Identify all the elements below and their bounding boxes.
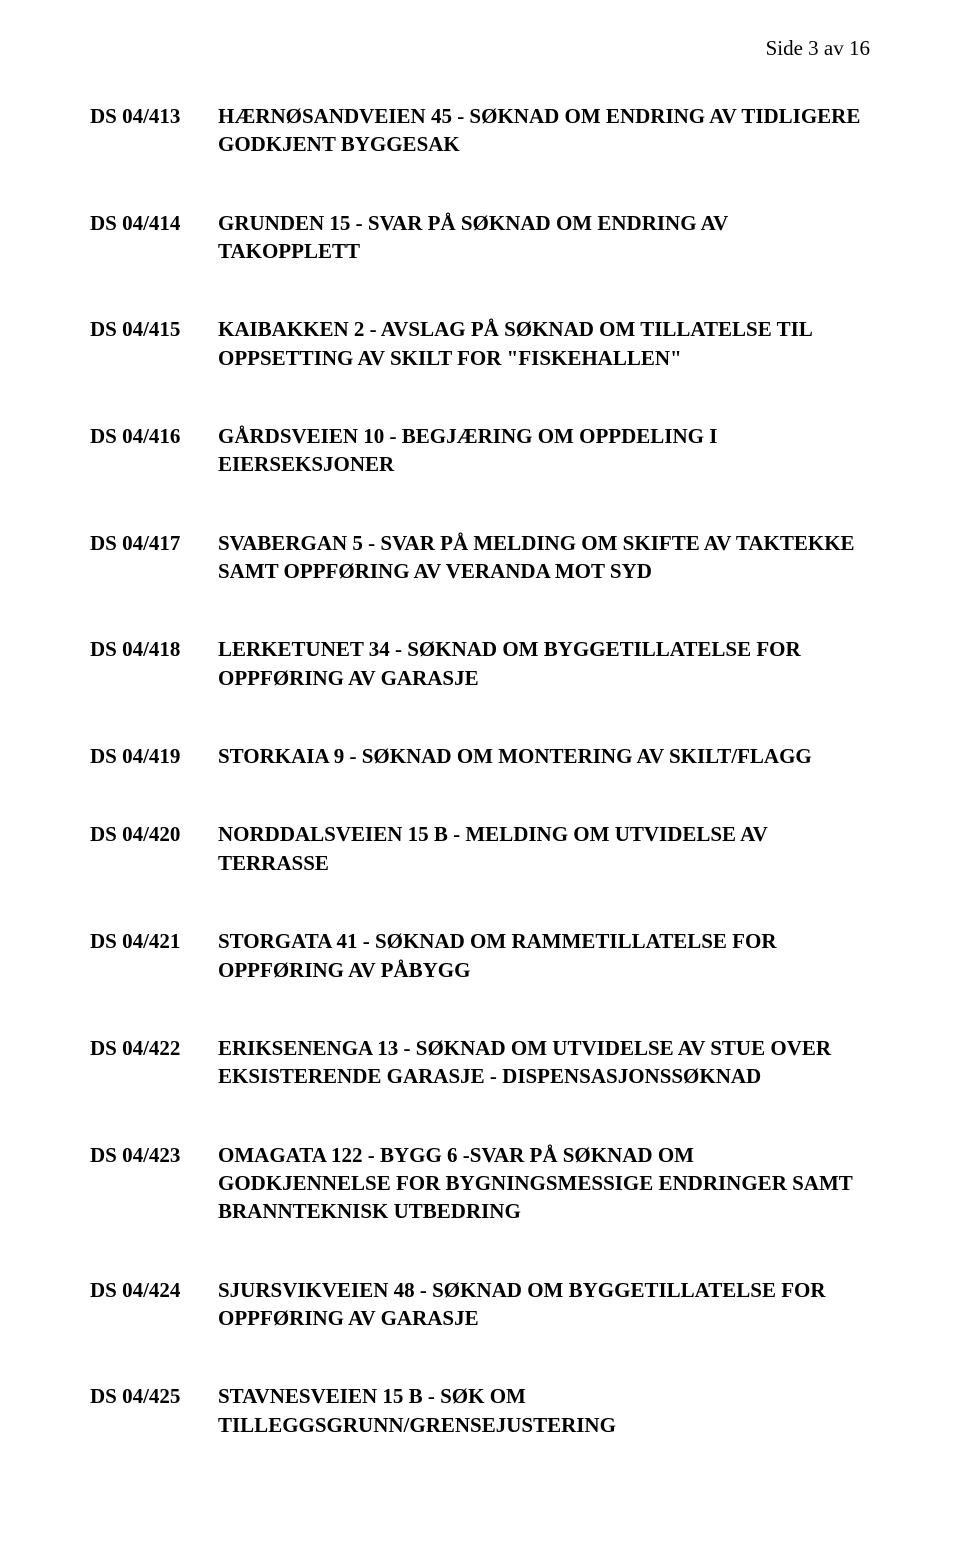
list-item: DS 04/418 LERKETUNET 34 - SØKNAD OM BYGG… <box>90 635 870 692</box>
entry-title: ERIKSENENGA 13 - SØKNAD OM UTVIDELSE AV … <box>218 1034 870 1091</box>
entry-title: LERKETUNET 34 - SØKNAD OM BYGGETILLATELS… <box>218 635 870 692</box>
list-item: DS 04/415 KAIBAKKEN 2 - AVSLAG PÅ SØKNAD… <box>90 315 870 372</box>
entry-id: DS 04/418 <box>90 635 218 663</box>
entry-id: DS 04/414 <box>90 209 218 237</box>
entry-title: GRUNDEN 15 - SVAR PÅ SØKNAD OM ENDRING A… <box>218 209 870 266</box>
entry-title: NORDDALSVEIEN 15 B - MELDING OM UTVIDELS… <box>218 820 870 877</box>
entry-id: DS 04/413 <box>90 102 218 130</box>
page-number: Side 3 av 16 <box>766 36 870 61</box>
list-item: DS 04/423 OMAGATA 122 - BYGG 6 -SVAR PÅ … <box>90 1141 870 1226</box>
list-item: DS 04/424 SJURSVIKVEIEN 48 - SØKNAD OM B… <box>90 1276 870 1333</box>
entry-id: DS 04/424 <box>90 1276 218 1304</box>
entry-title: HÆRNØSANDVEIEN 45 - SØKNAD OM ENDRING AV… <box>218 102 870 159</box>
entry-id: DS 04/416 <box>90 422 218 450</box>
entry-title: STORKAIA 9 - SØKNAD OM MONTERING AV SKIL… <box>218 742 870 770</box>
list-item: DS 04/422 ERIKSENENGA 13 - SØKNAD OM UTV… <box>90 1034 870 1091</box>
entry-title: OMAGATA 122 - BYGG 6 -SVAR PÅ SØKNAD OM … <box>218 1141 870 1226</box>
entry-id: DS 04/419 <box>90 742 218 770</box>
list-item: DS 04/417 SVABERGAN 5 - SVAR PÅ MELDING … <box>90 529 870 586</box>
entry-id: DS 04/421 <box>90 927 218 955</box>
list-item: DS 04/413 HÆRNØSANDVEIEN 45 - SØKNAD OM … <box>90 102 870 159</box>
entry-id: DS 04/415 <box>90 315 218 343</box>
entry-title: SVABERGAN 5 - SVAR PÅ MELDING OM SKIFTE … <box>218 529 870 586</box>
document-page: Side 3 av 16 DS 04/413 HÆRNØSANDVEIEN 45… <box>0 0 960 1566</box>
entry-id: DS 04/422 <box>90 1034 218 1062</box>
list-item: DS 04/416 GÅRDSVEIEN 10 - BEGJÆRING OM O… <box>90 422 870 479</box>
entry-title: KAIBAKKEN 2 - AVSLAG PÅ SØKNAD OM TILLAT… <box>218 315 870 372</box>
list-item: DS 04/414 GRUNDEN 15 - SVAR PÅ SØKNAD OM… <box>90 209 870 266</box>
list-item: DS 04/425 STAVNESVEIEN 15 B - SØK OM TIL… <box>90 1382 870 1439</box>
list-item: DS 04/419 STORKAIA 9 - SØKNAD OM MONTERI… <box>90 742 870 770</box>
entry-title: STORGATA 41 - SØKNAD OM RAMMETILLATELSE … <box>218 927 870 984</box>
entry-id: DS 04/423 <box>90 1141 218 1169</box>
entry-list: DS 04/413 HÆRNØSANDVEIEN 45 - SØKNAD OM … <box>90 102 870 1439</box>
entry-id: DS 04/420 <box>90 820 218 848</box>
entry-title: GÅRDSVEIEN 10 - BEGJÆRING OM OPPDELING I… <box>218 422 870 479</box>
entry-title: STAVNESVEIEN 15 B - SØK OM TILLEGGSGRUNN… <box>218 1382 870 1439</box>
list-item: DS 04/421 STORGATA 41 - SØKNAD OM RAMMET… <box>90 927 870 984</box>
entry-title: SJURSVIKVEIEN 48 - SØKNAD OM BYGGETILLAT… <box>218 1276 870 1333</box>
entry-id: DS 04/417 <box>90 529 218 557</box>
entry-id: DS 04/425 <box>90 1382 218 1410</box>
list-item: DS 04/420 NORDDALSVEIEN 15 B - MELDING O… <box>90 820 870 877</box>
